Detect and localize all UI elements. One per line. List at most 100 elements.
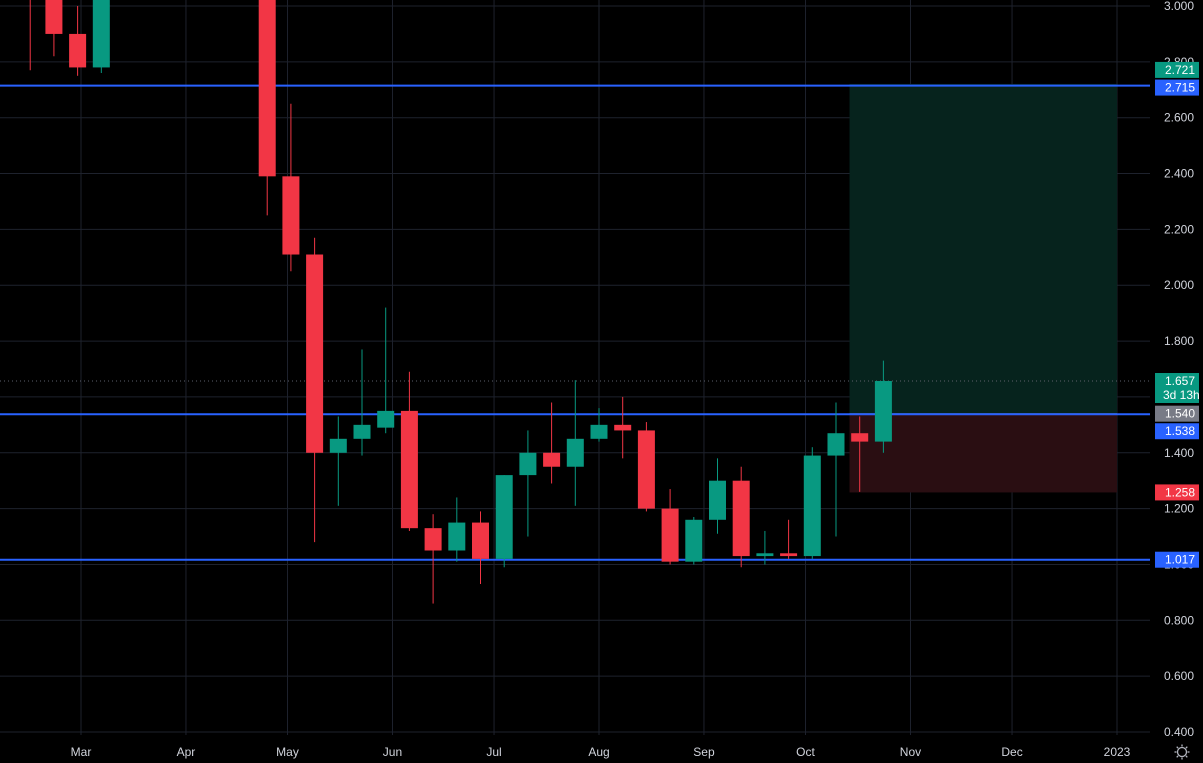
price-badge-label: 2.721 [1165,63,1195,77]
time-tick-label: Dec [1001,745,1022,759]
candle-body [377,410,395,428]
price-badge-label: 1.538 [1165,424,1195,438]
candles[interactable] [22,0,892,604]
candle-body [851,433,869,442]
candle-body [566,438,584,467]
price-badge-label: 1.258 [1165,485,1195,499]
price-tick-label: 3.000 [1164,0,1194,13]
candle-body [827,433,845,456]
candle-up[interactable] [803,447,821,559]
candle-up[interactable] [756,530,774,565]
settings-gear-icon[interactable] [1174,744,1190,760]
time-tick-label: Mar [71,745,92,759]
price-badge-hline: 2.715 [1155,79,1199,96]
candle-body [258,0,276,177]
price-badge-label: 1.017 [1165,553,1195,567]
gear-tooth [1176,746,1179,749]
price-badge-label: 1.657 [1165,374,1195,388]
candle-up[interactable] [685,516,703,565]
candle-up[interactable] [377,307,395,434]
price-badge-bg [1155,484,1199,501]
candle-down[interactable] [45,0,63,57]
candle-body [45,0,63,34]
candle-up[interactable] [708,458,726,534]
candle-up[interactable] [566,380,584,506]
candle-body [780,553,798,557]
candle-up[interactable] [519,430,537,537]
candle-up[interactable] [448,497,466,562]
candle-down[interactable] [637,422,655,512]
candle-down[interactable] [472,511,490,585]
price-tick-label: 1.800 [1164,334,1194,348]
candle-up[interactable] [827,402,845,537]
candle-body [685,519,703,562]
price-tick-label: 0.600 [1164,669,1194,683]
candle-down[interactable] [400,371,418,531]
candle-body [661,508,679,562]
gear-ring [1176,746,1188,758]
countdown-label: 3d 13h [1163,388,1200,402]
candle-body [543,452,561,467]
time-axis[interactable]: Mar Apr May Jun Jul Aug Sep Oct Nov Dec 2023 [71,745,1131,759]
time-tick-label: Oct [796,745,815,759]
candle-body [637,430,655,509]
price-badge-bg [1155,373,1199,404]
candle-up[interactable] [590,408,608,442]
price-badge-bg [1155,423,1199,440]
candle-down[interactable] [424,514,442,604]
price-axis[interactable]: 3.0002.8002.6002.4002.2002.0001.8001.600… [1164,0,1194,739]
candle-down[interactable] [543,402,561,484]
candle-body [614,424,632,431]
candle-down[interactable] [661,489,679,565]
candle-body [282,176,300,255]
candle-up[interactable] [353,349,371,456]
candle-up[interactable] [329,416,347,506]
price-tick-label: 2.600 [1164,111,1194,125]
candle-body [756,553,774,557]
price-badge-target: 2.721 [1155,61,1199,78]
candle-down[interactable] [306,237,324,543]
price-badge-label: 2.715 [1165,81,1195,95]
candle-body [732,480,750,557]
time-tick-label: Apr [177,745,196,759]
candle-body [424,528,442,551]
candle-up[interactable] [92,0,110,74]
candle-up[interactable] [874,360,892,453]
price-tick-label: 2.200 [1164,222,1194,236]
price-tick-label: 1.400 [1164,446,1194,460]
price-badge-label: 1.540 [1165,407,1195,421]
candle-up[interactable] [495,475,513,568]
candle-body [874,381,892,442]
candle-body [590,424,608,439]
candle-body [69,33,87,68]
candle-body [92,0,110,68]
price-badge-entry: 1.540 [1155,405,1199,422]
candle-down[interactable] [69,6,87,76]
candle-body [803,455,821,557]
candle-down[interactable] [614,396,632,459]
candle-body [472,522,490,559]
price-badge-bg [1155,551,1199,568]
candle-body [495,475,513,559]
candle-down[interactable] [282,103,300,272]
time-tick-label: Jun [383,745,402,759]
price-tick-label: 0.400 [1164,725,1194,739]
candle-body [519,452,537,476]
price-badge-bg [1155,79,1199,96]
gear-tooth [1185,746,1188,749]
time-tick-label: Nov [900,745,921,759]
candle-down[interactable] [258,0,276,216]
candle-down[interactable] [780,519,798,559]
candle-down[interactable] [22,0,39,71]
candle-down[interactable] [732,466,750,568]
gear-tooth [1185,755,1188,758]
candle-body [353,424,371,439]
candle-down[interactable] [851,416,869,492]
time-tick-label: Aug [588,745,609,759]
candle-body [400,410,418,529]
gear-tooth [1176,755,1179,758]
